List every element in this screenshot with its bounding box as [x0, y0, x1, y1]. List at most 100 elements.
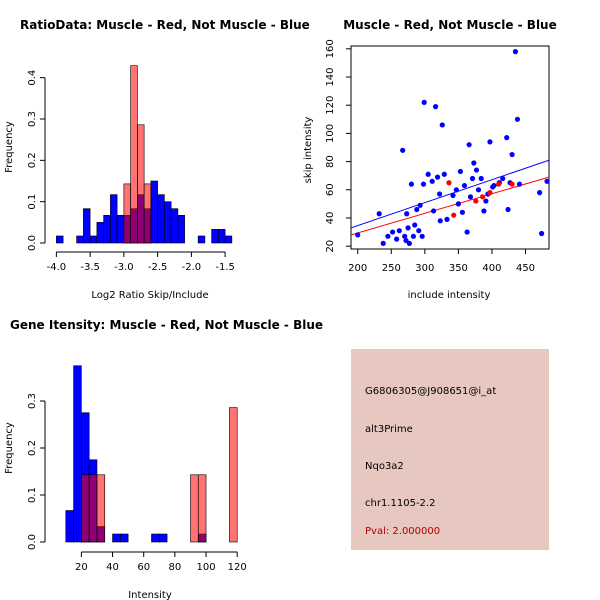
bar-not-muscle-1	[73, 365, 82, 543]
point-not-muscle-44	[475, 187, 482, 193]
bar-not-muscle-15	[170, 208, 179, 244]
x-tick-label: -1.5	[215, 262, 235, 273]
point-not-muscle-10	[404, 211, 410, 217]
point-muscle-1	[451, 212, 457, 218]
bar-not-muscle-17	[197, 235, 206, 244]
bar-muscle-3	[143, 183, 152, 244]
plot-area	[351, 49, 549, 246]
point-not-muscle-59	[514, 116, 521, 122]
point-not-muscle-45	[478, 175, 484, 182]
y-tick-label: 140	[325, 67, 336, 86]
bar-not-muscle-4	[96, 222, 104, 244]
point-muscle-5	[496, 181, 502, 187]
point-not-muscle-20	[420, 181, 427, 187]
point-not-muscle-51	[491, 182, 497, 189]
point-not-muscle-47	[483, 198, 489, 204]
point-not-muscle-42	[471, 160, 477, 166]
intensity-scatter: Muscle - Red, Not Muscle - Blue include …	[303, 18, 557, 301]
x-tick-label: 100	[196, 562, 215, 573]
bar-muscle-1	[130, 65, 138, 244]
y-tick-label: 120	[325, 96, 336, 115]
point-not-muscle-15	[412, 222, 418, 228]
bar-not-muscle-20	[224, 235, 233, 244]
bar-not-muscle-3	[89, 235, 98, 244]
y-tick-label: 0.0	[27, 235, 38, 251]
x-tick-label: -4.0	[47, 262, 67, 273]
point-not-muscle-4	[390, 229, 396, 235]
x-axis: 200 250 300 350 400 450	[348, 249, 535, 274]
plot-frame	[350, 45, 550, 250]
x-tick-label: -2.5	[148, 262, 168, 273]
point-not-muscle-38	[464, 229, 470, 235]
point-not-muscle-22	[425, 171, 431, 177]
point-not-muscle-58	[512, 49, 519, 55]
y-tick-label: 0.0	[27, 534, 38, 550]
point-not-muscle-60	[516, 181, 523, 187]
point-not-muscle-33	[453, 187, 459, 193]
point-not-muscle-37	[461, 182, 468, 189]
point-not-muscle-16	[414, 206, 420, 213]
y-axis: 0.0 0.1 0.2 0.3 0.4	[27, 70, 46, 251]
point-muscle-3	[479, 194, 486, 200]
point-not-muscle-19	[419, 233, 425, 239]
point-not-muscle-41	[469, 175, 476, 182]
bar-muscle-5	[229, 407, 238, 543]
point-not-muscle-5	[394, 236, 400, 242]
point-not-muscle-28	[437, 218, 443, 224]
event-type: alt3Prime	[365, 424, 413, 435]
bar-not-muscle-18	[211, 229, 219, 244]
point-not-muscle-14	[410, 233, 417, 239]
point-not-muscle-54	[504, 135, 510, 141]
bar-muscle-2	[96, 474, 106, 543]
point-not-muscle-26	[434, 174, 441, 180]
point-not-muscle-35	[457, 168, 464, 175]
x-tick-label: 20	[75, 562, 88, 573]
point-not-muscle-55	[505, 206, 511, 213]
bar-not-muscle-13	[157, 194, 165, 244]
x-tick-label: 450	[516, 263, 535, 274]
point-not-muscle-34	[455, 201, 461, 207]
point-not-muscle-29	[439, 122, 445, 128]
probe-id: G6806305@J908651@i_at	[365, 386, 497, 397]
gene-name: Nqo3a2	[365, 461, 404, 472]
chromosome-location: chr1.1105-2.2	[365, 498, 436, 509]
point-not-muscle-23	[429, 178, 435, 184]
point-not-muscle-6	[396, 228, 402, 234]
bar-not-muscle-7	[116, 215, 125, 244]
x-tick-label: -3.0	[114, 262, 134, 273]
x-tick-label: 250	[382, 263, 401, 274]
point-not-muscle-40	[467, 194, 474, 200]
point-not-muscle-25	[432, 104, 439, 110]
point-not-muscle-31	[444, 216, 450, 222]
point-not-muscle-0	[355, 232, 361, 238]
intensity-scatter-title: Muscle - Red, Not Muscle - Blue	[343, 18, 557, 32]
bar-not-muscle-7	[151, 533, 160, 543]
point-not-muscle-43	[473, 167, 480, 173]
point-not-muscle-46	[481, 208, 487, 214]
point-not-muscle-8	[402, 233, 408, 239]
y-tick-label: 0.3	[27, 111, 38, 127]
y-tick-label: 60	[325, 183, 336, 196]
x-tick-label: 120	[228, 562, 247, 573]
gene-intensity-histogram: Gene Itensity: Muscle - Red, Not Muscle …	[4, 318, 323, 600]
y-tick-label: 0.4	[27, 70, 38, 86]
fit-line-not-muscle	[351, 159, 549, 229]
point-not-muscle-2	[380, 240, 386, 246]
point-not-muscle-24	[430, 208, 437, 214]
point-not-muscle-62	[539, 230, 545, 237]
y-tick-label: 100	[325, 124, 336, 143]
bar-not-muscle-5	[103, 215, 111, 244]
y-axis: 20 40 60 80 100 120 140 160	[325, 39, 351, 253]
x-tick-label: 40	[106, 562, 119, 573]
point-not-muscle-18	[417, 202, 423, 208]
y-tick-label: 80	[325, 155, 336, 168]
x-tick-label: 400	[482, 263, 501, 274]
point-not-muscle-7	[400, 147, 406, 153]
ratio-histogram: RatioData: Muscle - Red, Not Muscle - Bl…	[4, 18, 310, 301]
y-tick-label: 20	[325, 240, 336, 253]
point-not-muscle-17	[416, 228, 422, 234]
fit-line-muscle	[351, 176, 549, 236]
y-tick-label: 40	[325, 212, 336, 225]
point-not-muscle-27	[436, 191, 443, 197]
